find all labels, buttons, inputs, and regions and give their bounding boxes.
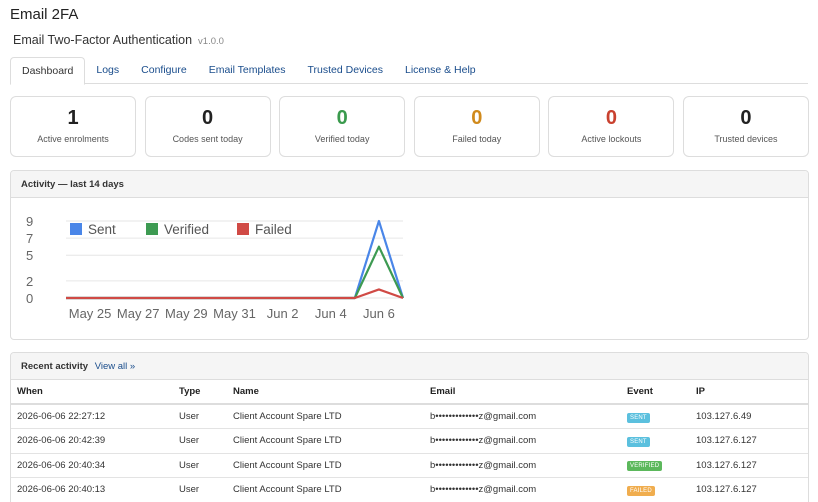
page-title: Email 2FA bbox=[10, 6, 79, 23]
col-event: Event bbox=[621, 380, 690, 405]
cell-type: User bbox=[173, 453, 227, 478]
tab-trusted-devices[interactable]: Trusted Devices bbox=[307, 64, 383, 76]
stat-value: 0 bbox=[740, 107, 752, 129]
stat-value: 0 bbox=[336, 107, 348, 129]
cell-when: 2026-06-06 20:40:13 bbox=[11, 477, 173, 502]
chart-series-verified bbox=[66, 245, 404, 300]
chart-x-tick-label: May 29 bbox=[165, 306, 208, 321]
stat-label: Codes sent today bbox=[172, 134, 243, 144]
cell-when: 2026-06-06 20:40:34 bbox=[11, 453, 173, 478]
recent-activity-panel: Recent activity View all » When Type Nam… bbox=[10, 352, 809, 502]
chart-y-tick-label: 0 bbox=[26, 291, 33, 306]
activity-panel: Activity — last 14 days 9 7 5 2 0 May 25 May 2… bbox=[10, 170, 809, 340]
cell-event: SENT bbox=[621, 428, 690, 454]
stat-card-trusted-devices: 0 Trusted devices bbox=[682, 96, 809, 157]
tab-license-help[interactable]: License & Help bbox=[405, 64, 476, 76]
chart-y-tick-label: 5 bbox=[26, 248, 33, 263]
activity-panel-title: Activity — last 14 days bbox=[11, 171, 808, 198]
event-badge: FAILED bbox=[627, 485, 655, 496]
tab-email-templates[interactable]: Email Templates bbox=[208, 64, 286, 76]
cell-name: Client Account Spare LTD bbox=[227, 404, 424, 429]
module-name: Email Two-Factor Authentication v1.0.0 bbox=[13, 33, 224, 47]
recent-activity-title: Recent activity bbox=[21, 361, 89, 372]
stat-card-codes-sent: 0 Codes sent today bbox=[144, 96, 271, 157]
table-row[interactable]: 2026-06-06 20:40:34 User Client Account Sp… bbox=[11, 453, 808, 478]
cell-type: User bbox=[173, 477, 227, 502]
stat-label: Failed today bbox=[452, 134, 502, 144]
view-all-link[interactable]: View all » bbox=[94, 361, 136, 372]
stat-card-failed: 0 Failed today bbox=[413, 96, 540, 157]
cell-event: FAILED bbox=[621, 477, 690, 502]
version-label: v1.0.0 bbox=[198, 36, 224, 47]
col-email: Email bbox=[424, 380, 621, 405]
chart-x-tick-label: May 27 bbox=[117, 306, 160, 321]
legend-label-sent: Sent bbox=[88, 222, 116, 237]
legend-label-verified: Verified bbox=[164, 222, 209, 237]
stat-label: Active lockouts bbox=[581, 134, 642, 144]
chart-x-tick-label: Jun 6 bbox=[363, 306, 395, 321]
stats-row: 1 Active enrolments 0 Codes sent today 0… bbox=[10, 96, 809, 157]
cell-email: b•••••••••••••z@gmail.com bbox=[424, 477, 621, 502]
stat-label: Trusted devices bbox=[714, 134, 778, 144]
cell-ip: 103.127.6.49 bbox=[690, 404, 808, 429]
event-badge: SENT bbox=[627, 412, 650, 423]
cell-name: Client Account Spare LTD bbox=[227, 477, 424, 502]
cell-type: User bbox=[173, 428, 227, 454]
table-row[interactable]: 2026-06-06 20:42:39 User Client Account Sp… bbox=[11, 428, 808, 454]
col-ip: IP bbox=[690, 380, 808, 405]
cell-email: b•••••••••••••z@gmail.com bbox=[424, 453, 621, 478]
table-row[interactable]: 2026-06-06 20:40:13 User Client Account Sp… bbox=[11, 477, 808, 502]
col-when: When bbox=[11, 380, 173, 405]
stat-value: 0 bbox=[605, 107, 617, 129]
chart-x-tick-label: May 25 bbox=[69, 306, 112, 321]
cell-event: SENT bbox=[621, 404, 690, 429]
cell-ip: 103.127.6.127 bbox=[690, 453, 808, 478]
table-header-row: When Type Name Email Event IP bbox=[11, 380, 808, 405]
stat-value: 1 bbox=[67, 107, 79, 129]
chart-x-tick-label: May 31 bbox=[213, 306, 256, 321]
legend-swatch-failed bbox=[237, 223, 249, 235]
legend-swatch-verified bbox=[146, 223, 158, 235]
cell-when: 2026-06-06 20:42:39 bbox=[11, 428, 173, 454]
stat-card-active-enrolments: 1 Active enrolments bbox=[10, 96, 136, 157]
cell-ip: 103.127.6.127 bbox=[690, 477, 808, 502]
cell-name: Client Account Spare LTD bbox=[227, 428, 424, 454]
event-badge: VERIFIED bbox=[627, 461, 663, 472]
event-badge: SENT bbox=[627, 436, 650, 447]
recent-activity-table: When Type Name Email Event IP 2026-06-06… bbox=[11, 380, 808, 502]
chart-series-failed bbox=[66, 288, 404, 300]
legend-label-failed: Failed bbox=[255, 222, 292, 237]
cell-name: Client Account Spare LTD bbox=[227, 453, 424, 478]
chart-y-tick-label: 7 bbox=[26, 231, 33, 246]
activity-chart: 9 7 5 2 0 May 25 May 27 May 29 May 31 Jun 2 Jun 4 J… bbox=[26, 214, 405, 321]
stat-label: Active enrolments bbox=[37, 134, 109, 144]
tab-configure[interactable]: Configure bbox=[141, 64, 187, 76]
table-row[interactable]: 2026-06-06 22:27:12 User Client Account Sp… bbox=[11, 404, 808, 429]
chart-y-tick-label: 2 bbox=[26, 274, 33, 289]
tab-logs[interactable]: Logs bbox=[96, 64, 120, 76]
chart-x-tick-label: Jun 4 bbox=[315, 306, 347, 321]
stat-value: 0 bbox=[471, 107, 483, 129]
chart-series-sent bbox=[66, 219, 405, 300]
module-name-text: Email Two-Factor Authentication bbox=[13, 33, 193, 47]
tab-bar: Dashboard Logs Configure Email Templates… bbox=[10, 57, 808, 85]
col-name: Name bbox=[227, 380, 424, 405]
legend-swatch-sent bbox=[70, 223, 82, 235]
chart-y-tick-label: 9 bbox=[26, 214, 33, 229]
cell-email: b•••••••••••••z@gmail.com bbox=[424, 428, 621, 454]
cell-type: User bbox=[173, 404, 227, 429]
stat-card-lockouts: 0 Active lockouts bbox=[548, 96, 675, 157]
stat-card-verified: 0 Verified today bbox=[279, 96, 406, 157]
tab-dashboard[interactable]: Dashboard bbox=[10, 57, 86, 85]
stat-value: 0 bbox=[202, 107, 214, 129]
col-type: Type bbox=[173, 380, 227, 405]
recent-activity-header: Recent activity View all » bbox=[11, 353, 808, 380]
stat-label: Verified today bbox=[314, 134, 370, 144]
chart-x-tick-label: Jun 2 bbox=[267, 306, 299, 321]
cell-ip: 103.127.6.127 bbox=[690, 428, 808, 454]
cell-when: 2026-06-06 22:27:12 bbox=[11, 404, 173, 429]
cell-event: VERIFIED bbox=[621, 453, 690, 478]
cell-email: b•••••••••••••z@gmail.com bbox=[424, 404, 621, 429]
